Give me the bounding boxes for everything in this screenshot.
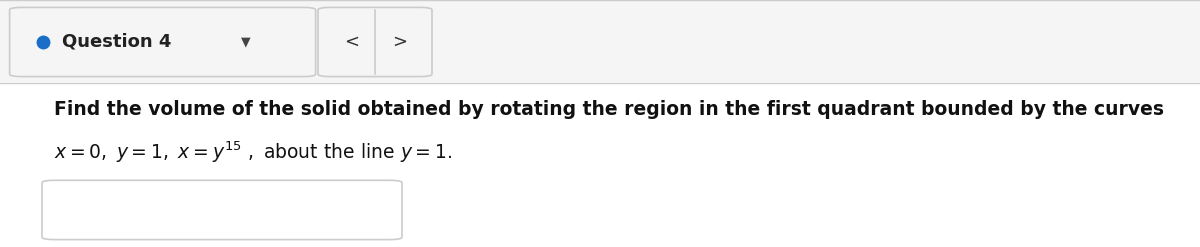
- Text: Find the volume of the solid obtained by rotating the region in the first quadra: Find the volume of the solid obtained by…: [54, 101, 1164, 119]
- FancyBboxPatch shape: [42, 180, 402, 240]
- FancyBboxPatch shape: [318, 7, 432, 77]
- Text: >: >: [392, 33, 407, 51]
- Text: Question 4: Question 4: [62, 33, 172, 51]
- Text: ▼: ▼: [241, 36, 251, 48]
- FancyBboxPatch shape: [0, 0, 1200, 82]
- Text: $x = 0,\ y = 1,\ x = y^{15}\ ,\ \mathrm{about\ the\ line}\ y = 1.$: $x = 0,\ y = 1,\ x = y^{15}\ ,\ \mathrm{…: [54, 139, 452, 165]
- Text: <: <: [344, 33, 359, 51]
- FancyBboxPatch shape: [10, 7, 316, 77]
